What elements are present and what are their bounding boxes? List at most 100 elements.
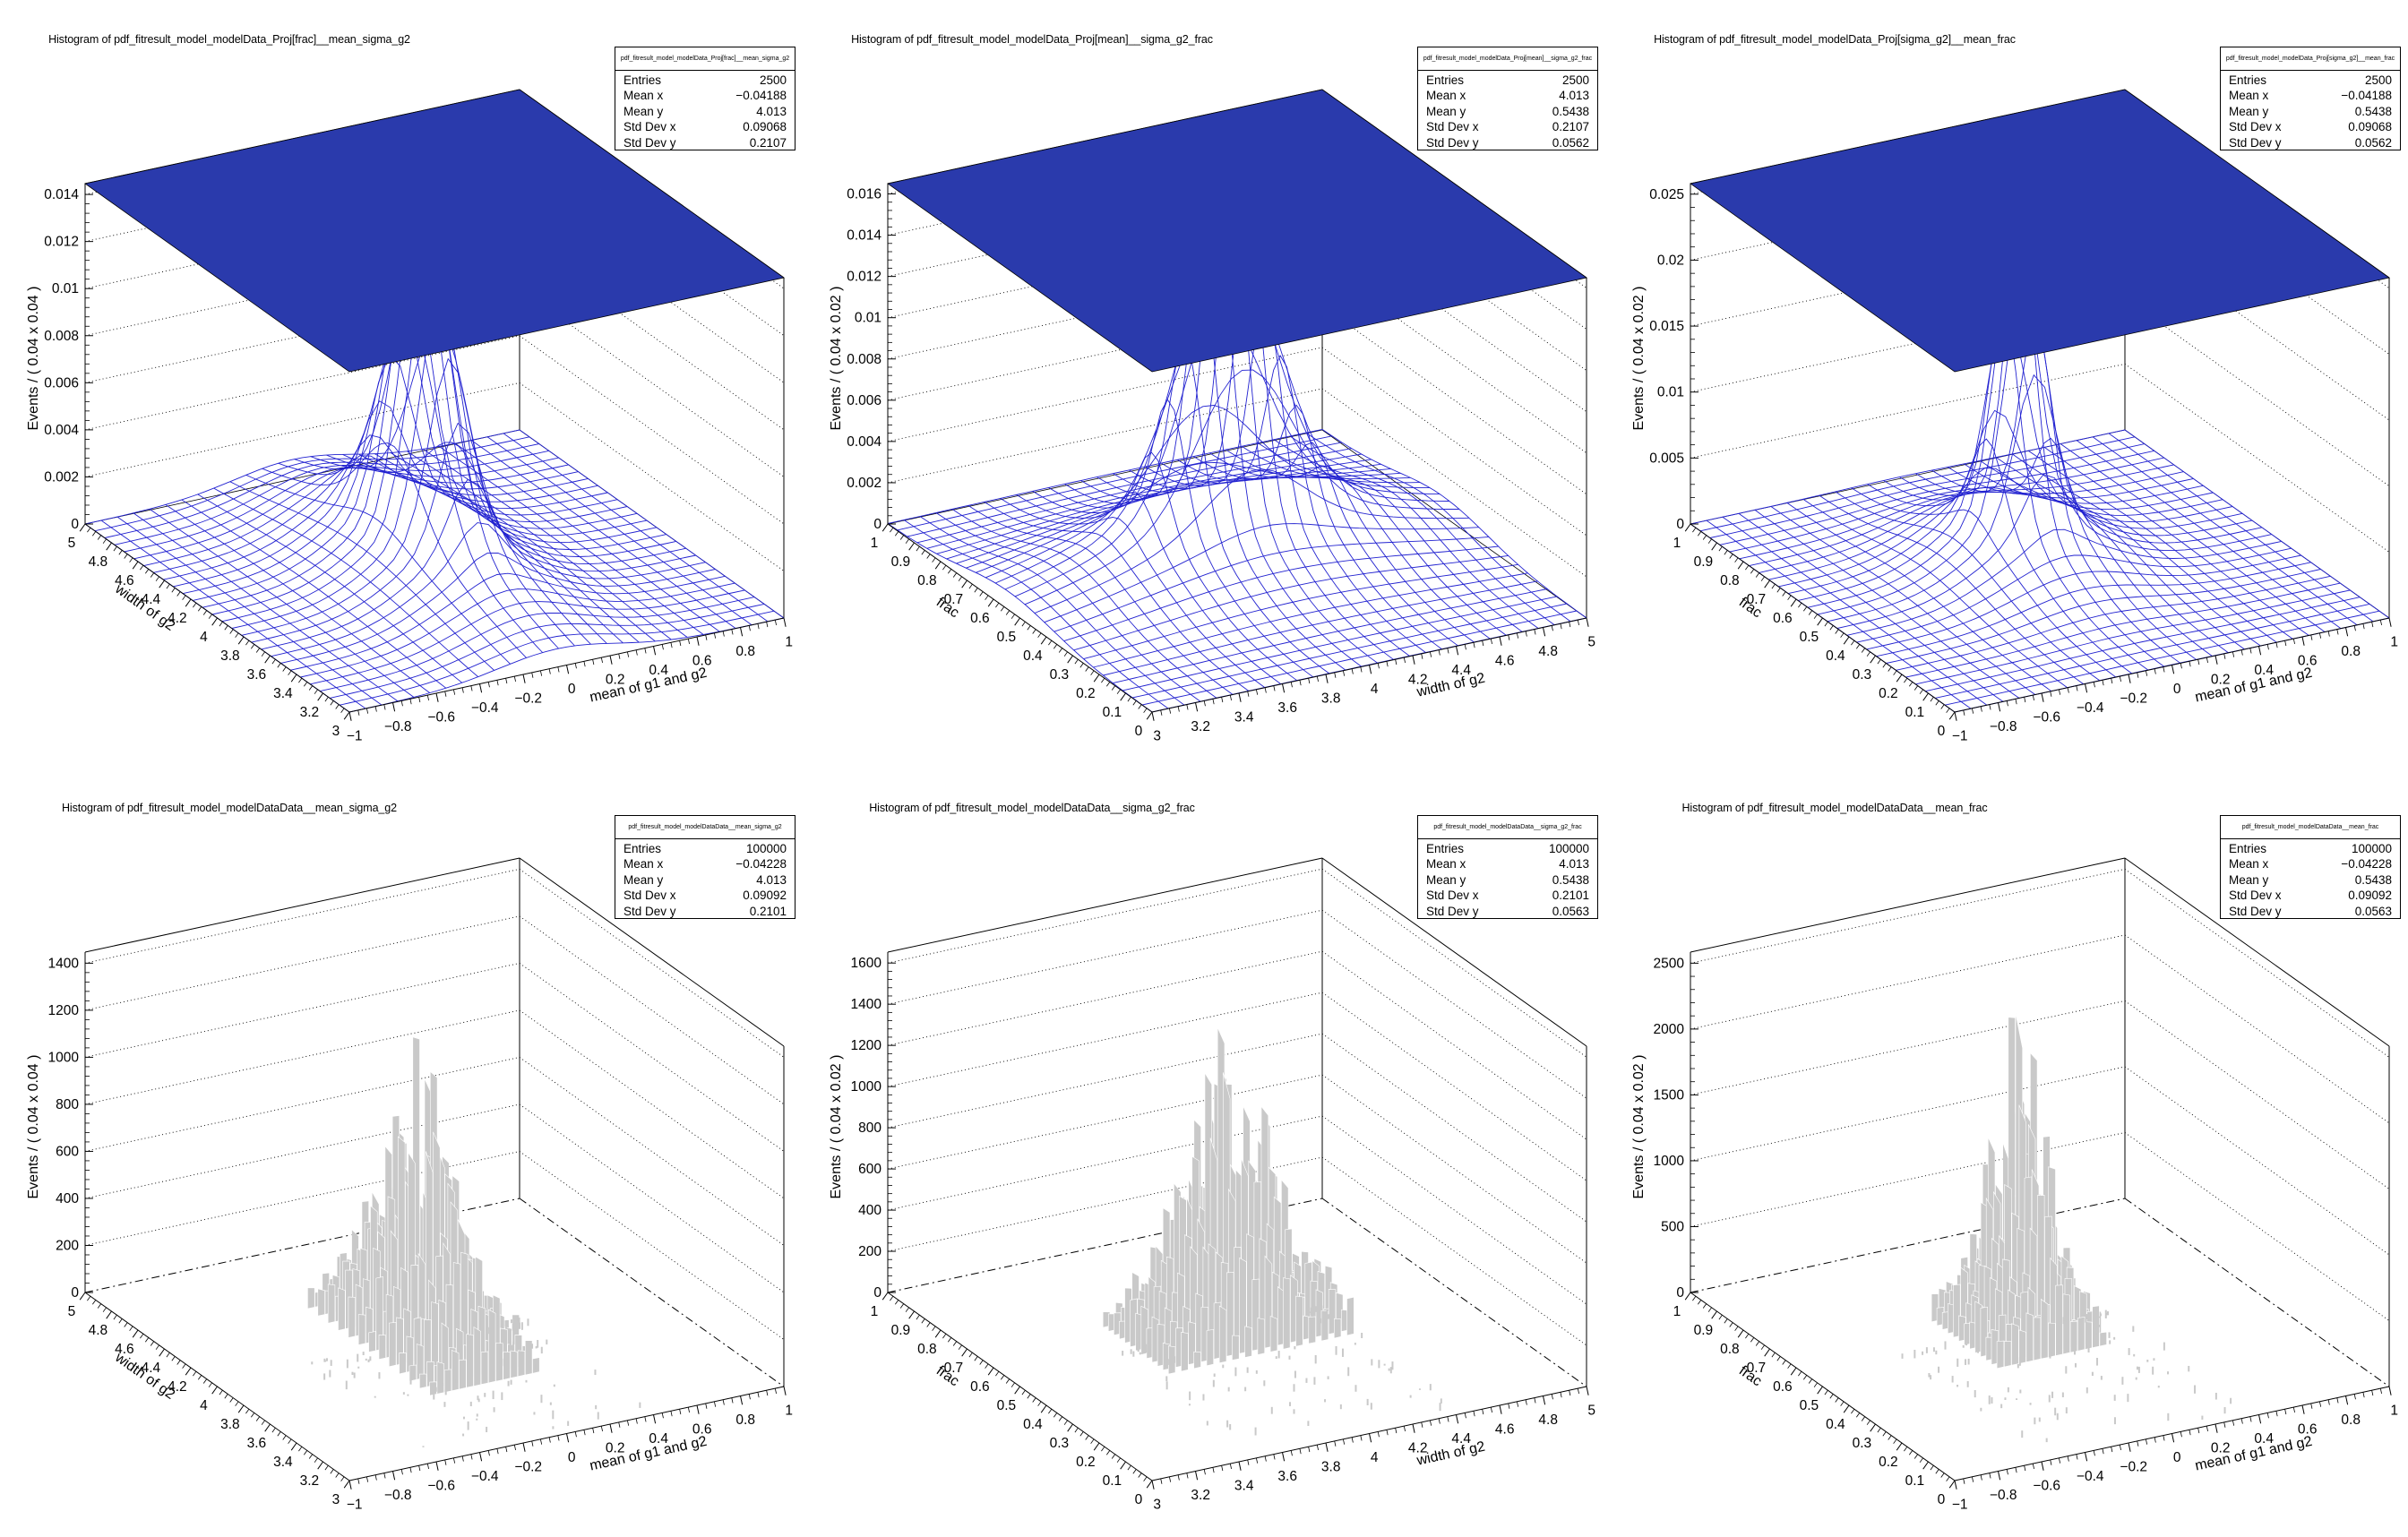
stats-box-title: pdf_fitresult_model_modelDataData__sigma…: [1418, 816, 1597, 839]
svg-text:3.4: 3.4: [1234, 1478, 1254, 1493]
svg-text:0.004: 0.004: [847, 434, 882, 450]
svg-text:0.3: 0.3: [1853, 1436, 1872, 1451]
stats-rows: Entries 2500 Mean x −0.04188 Mean y 4.01…: [615, 71, 795, 150]
svg-text:0.5: 0.5: [1800, 630, 1819, 645]
svg-text:−0.2: −0.2: [514, 691, 542, 706]
stats-value: 0.09068: [2348, 120, 2392, 134]
stats-row: Std Dev y 0.0563: [1418, 904, 1597, 919]
stats-row: Entries 100000: [2221, 841, 2400, 856]
stats-row: Std Dev x 0.2107: [1418, 119, 1597, 134]
svg-text:1: 1: [1673, 536, 1681, 551]
svg-text:0.01: 0.01: [1657, 385, 1684, 400]
stats-label: Std Dev x: [1426, 889, 1479, 903]
stats-row: Std Dev x 0.09092: [2221, 888, 2400, 903]
svg-text:−1: −1: [1952, 728, 1968, 743]
stats-value: 0.5438: [2354, 104, 2392, 118]
svg-text:−0.8: −0.8: [384, 719, 412, 734]
stats-value: 0.2101: [1552, 889, 1589, 903]
svg-text:0: 0: [1676, 1285, 1684, 1301]
svg-text:0.014: 0.014: [44, 187, 79, 202]
svg-text:4.6: 4.6: [115, 573, 134, 588]
stats-value: −0.04228: [735, 857, 787, 872]
svg-text:0.4: 0.4: [649, 663, 668, 678]
stats-box-title: pdf_fitresult_model_modelDataData__mean_…: [2221, 816, 2400, 839]
svg-text:4.8: 4.8: [89, 554, 108, 570]
stats-box: pdf_fitresult_model_modelDataData__mean_…: [2220, 815, 2401, 919]
stats-row: Mean x −0.04228: [615, 856, 795, 872]
svg-text:0.3: 0.3: [1050, 1436, 1070, 1451]
svg-text:0.7: 0.7: [1747, 1361, 1767, 1376]
svg-text:Events / ( 0.04 x 0.02 ): Events / ( 0.04 x 0.02 ): [829, 287, 844, 431]
stats-value: 2500: [2364, 73, 2392, 87]
svg-text:0.7: 0.7: [944, 592, 964, 607]
svg-text:1000: 1000: [48, 1050, 80, 1065]
z-axis: 0 0.002 0.004 0.006 0.008 0.01 0.012 0.014 Event…: [26, 184, 93, 532]
svg-text:3.6: 3.6: [1277, 700, 1297, 716]
stats-box: pdf_fitresult_model_modelData_Proj[mean]…: [1417, 47, 1598, 150]
svg-text:0.7: 0.7: [1747, 592, 1767, 607]
svg-text:4: 4: [1371, 1450, 1379, 1465]
stats-value: −0.04188: [735, 89, 787, 103]
svg-text:0: 0: [1938, 1492, 1946, 1507]
stats-value: 0.0562: [2354, 135, 2392, 150]
svg-text:3: 3: [1153, 1497, 1161, 1512]
stats-row: Mean y 4.013: [615, 872, 795, 888]
svg-text:0.008: 0.008: [847, 352, 882, 367]
svg-text:0.3: 0.3: [1050, 667, 1070, 683]
stats-row: Entries 100000: [1418, 841, 1597, 856]
stats-label: Mean y: [2229, 104, 2269, 118]
stats-box: pdf_fitresult_model_modelDataData__sigma…: [1417, 815, 1598, 919]
svg-text:3.2: 3.2: [300, 705, 320, 720]
svg-text:1000: 1000: [1654, 1154, 1685, 1169]
svg-text:0.01: 0.01: [855, 311, 882, 326]
svg-text:2000: 2000: [1654, 1022, 1685, 1037]
y-axis: 3 3.2 3.4 3.6 3.8 4 4.2 4.4 4.6 4.8 5 width of g2: [68, 1292, 350, 1507]
stats-value: 100000: [2351, 842, 2392, 855]
svg-text:4: 4: [200, 630, 208, 645]
svg-text:0.9: 0.9: [891, 554, 911, 570]
svg-text:1600: 1600: [851, 956, 882, 971]
stats-label: Std Dev y: [1426, 135, 1479, 150]
svg-text:1: 1: [1673, 1304, 1681, 1319]
stats-row: Entries 100000: [615, 841, 795, 856]
top-plane: [1690, 89, 2390, 373]
stats-row: Mean y 0.5438: [2221, 104, 2400, 119]
svg-text:−0.6: −0.6: [427, 1478, 455, 1493]
svg-text:0.012: 0.012: [847, 270, 882, 285]
svg-text:0.2: 0.2: [2211, 1440, 2231, 1455]
svg-text:0.2: 0.2: [2211, 672, 2231, 687]
svg-text:0.8: 0.8: [1720, 573, 1740, 588]
histogram-panel: Histogram of pdf_fitresult_model_modelDa…: [803, 768, 1605, 1537]
data-spikes: [307, 1036, 641, 1447]
stats-label: Mean x: [1426, 89, 1466, 103]
svg-text:Events / ( 0.04 x 0.04 ): Events / ( 0.04 x 0.04 ): [26, 287, 41, 431]
stats-value: 4.013: [1559, 89, 1589, 103]
histogram-panel: Histogram of pdf_fitresult_model_modelDa…: [0, 0, 803, 768]
svg-text:0.2: 0.2: [1879, 686, 1898, 701]
stats-label: Entries: [2229, 842, 2267, 855]
svg-text:0.012: 0.012: [44, 235, 79, 250]
svg-text:0.8: 0.8: [917, 573, 937, 588]
svg-text:0.1: 0.1: [1103, 1473, 1122, 1489]
svg-text:0.4: 0.4: [1023, 648, 1043, 664]
stats-label: Entries: [2229, 73, 2267, 87]
stats-row: Std Dev y 0.0563: [2221, 904, 2400, 919]
stats-row: Entries 2500: [615, 73, 795, 88]
histogram-panel: Histogram of pdf_fitresult_model_modelDa…: [1605, 768, 2408, 1537]
svg-text:−0.8: −0.8: [1990, 719, 2017, 734]
z-axis: 0 500 1000 1500 2000 2500 Events / ( 0.04 x 0.…: [1631, 952, 1698, 1301]
svg-text:0.004: 0.004: [44, 423, 79, 438]
svg-text:−0.8: −0.8: [384, 1488, 412, 1503]
svg-text:−0.6: −0.6: [427, 709, 455, 725]
stats-row: Std Dev x 0.09068: [615, 119, 795, 134]
svg-text:3.8: 3.8: [220, 1417, 240, 1432]
svg-text:0: 0: [873, 517, 882, 532]
svg-text:0: 0: [568, 1450, 576, 1465]
svg-text:3: 3: [1153, 728, 1161, 743]
svg-text:0.8: 0.8: [2341, 1412, 2361, 1428]
